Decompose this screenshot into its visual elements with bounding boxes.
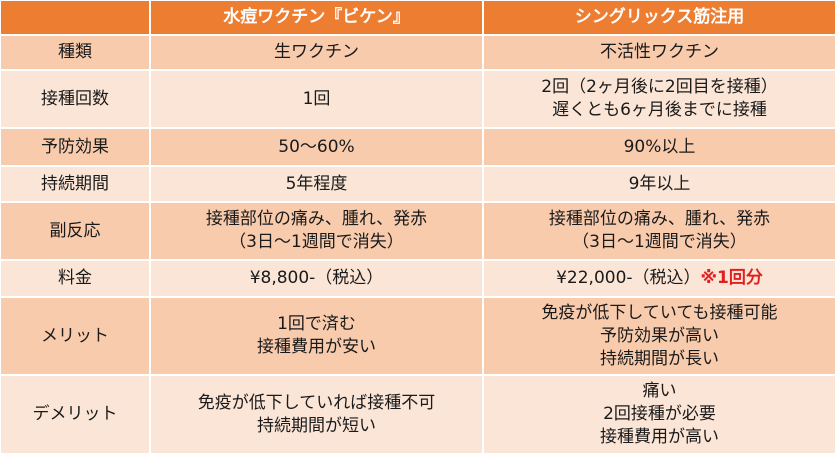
cell-line: 1回 — [302, 88, 331, 109]
row-label: デメリット — [1, 376, 151, 455]
row-label: 持続期間 — [1, 167, 151, 203]
cell-vaccine-b: ¥22,000-（税込）※1回分 — [484, 261, 837, 298]
cell-vaccine-a: ¥8,800-（税込） — [151, 261, 484, 298]
cell-line: 痛い — [642, 381, 677, 401]
cell-line: 接種費用が高い — [600, 427, 719, 447]
header-row: 水痘ワクチン『ビケン』 シングリックス筋注用 — [1, 1, 837, 36]
cell-vaccine-b: 接種部位の痛み、腫れ、発赤 （3日～1週間で消失） — [484, 203, 837, 261]
cell-line: 免疫が低下していれば接種不可 — [197, 392, 436, 413]
cell-vaccine-b: 痛い 2回接種が必要 接種費用が高い — [484, 376, 837, 455]
cell-line: 持続期間が短い — [257, 415, 376, 436]
header-corner — [1, 1, 151, 36]
cell-line: 生ワクチン — [274, 42, 359, 62]
table-row: 料金 ¥8,800-（税込） ¥22,000-（税込）※1回分 — [1, 261, 837, 298]
cell-vaccine-b: 90%以上 — [484, 129, 837, 167]
cell-line: 5年程度 — [285, 173, 348, 194]
cell-line: 9年以上 — [628, 173, 691, 194]
cell-line: 予防効果が高い — [600, 325, 719, 346]
cell-vaccine-a: 免疫が低下していれば接種不可 持続期間が短い — [151, 376, 484, 455]
cell-vaccine-b: 免疫が低下していても接種可能 予防効果が高い 持続期間が長い — [484, 298, 837, 376]
cell-vaccine-a: 1回で済む 接種費用が安い — [151, 298, 484, 376]
cell-line: 2回接種が必要 — [603, 404, 716, 424]
cell-vaccine-b: 9年以上 — [484, 167, 837, 203]
table-row: デメリット 免疫が低下していれば接種不可 持続期間が短い 痛い 2回接種が必要 … — [1, 376, 837, 455]
cell-line: 90%以上 — [623, 136, 696, 157]
cell-line: 不活性ワクチン — [600, 42, 719, 62]
cell-vaccine-a: 生ワクチン — [151, 36, 484, 71]
table-row: 接種回数 1回 2回（2ヶ月後に2回目を接種） 遅くとも6ヶ月後までに接種 — [1, 71, 837, 129]
cell-vaccine-b: 2回（2ヶ月後に2回目を接種） 遅くとも6ヶ月後までに接種 — [484, 71, 837, 129]
cell-line: 接種部位の痛み、腫れ、発赤 — [548, 209, 771, 229]
cell-line: ¥8,800-（税込） — [249, 268, 384, 288]
table-row: 副反応 接種部位の痛み、腫れ、発赤 （3日～1週間で消失） 接種部位の痛み、腫れ… — [1, 203, 837, 261]
cell-line: （3日～1週間で消失） — [229, 232, 404, 252]
cell-vaccine-a: 1回 — [151, 71, 484, 129]
cell-line: 接種費用が安い — [257, 337, 376, 357]
header-varicella-vaccine: 水痘ワクチン『ビケン』 — [151, 1, 484, 36]
cell-line: 免疫が低下していても接種可能 — [541, 302, 778, 323]
cell-line: 遅くとも6ヶ月後までに接種 — [552, 100, 767, 120]
cell-vaccine-a: 5年程度 — [151, 167, 484, 203]
table-row: 持続期間 5年程度 9年以上 — [1, 167, 837, 203]
table-row: メリット 1回で済む 接種費用が安い 免疫が低下していても接種可能 予防効果が高… — [1, 298, 837, 376]
cell-line: 接種部位の痛み、腫れ、発赤 — [205, 209, 428, 229]
row-label: 予防効果 — [1, 129, 151, 167]
row-label: 料金 — [1, 261, 151, 298]
cell-line: （3日～1週間で消失） — [572, 232, 747, 252]
cell-vaccine-a: 50～60% — [151, 129, 484, 167]
table-row: 種類 生ワクチン 不活性ワクチン — [1, 36, 837, 71]
header-shingrix: シングリックス筋注用 — [484, 1, 837, 36]
cell-line: 持続期間が長い — [600, 348, 719, 369]
cell-line: 1回で済む — [277, 314, 356, 334]
price-text: ¥22,000-（税込） — [556, 268, 701, 288]
cell-vaccine-b: 不活性ワクチン — [484, 36, 837, 71]
per-dose-note: ※1回分 — [700, 268, 763, 288]
cell-vaccine-a: 接種部位の痛み、腫れ、発赤 （3日～1週間で消失） — [151, 203, 484, 261]
row-label: 種類 — [1, 36, 151, 71]
row-label: メリット — [1, 298, 151, 376]
row-label: 接種回数 — [1, 71, 151, 129]
cell-line: 50～60% — [278, 136, 355, 157]
row-label: 副反応 — [1, 203, 151, 261]
cell-line: 2回（2ヶ月後に2回目を接種） — [541, 77, 778, 97]
table-row: 予防効果 50～60% 90%以上 — [1, 129, 837, 167]
